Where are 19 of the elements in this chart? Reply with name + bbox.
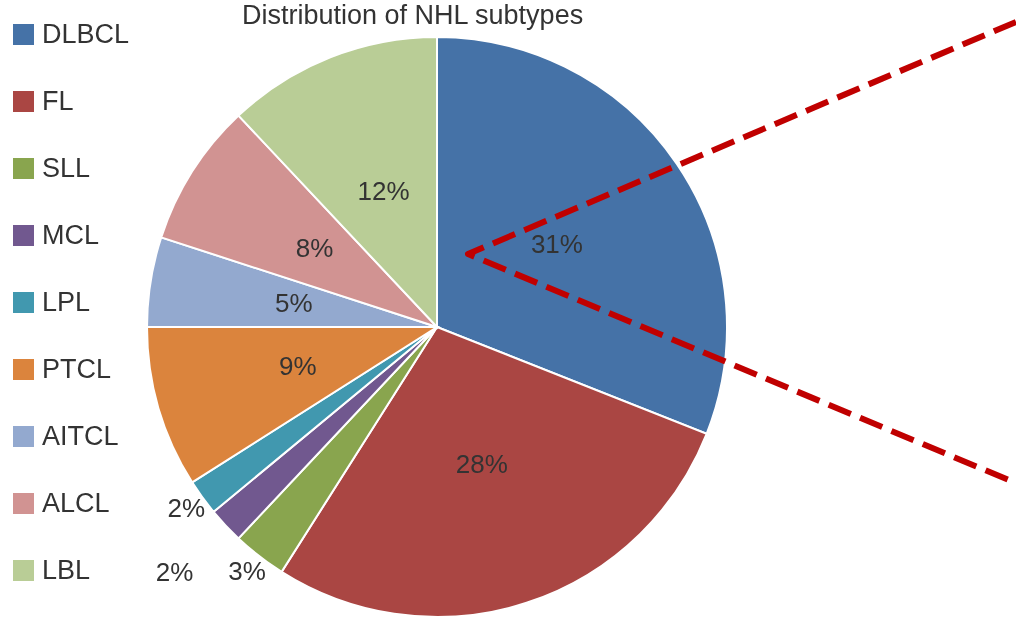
data-label: 2%	[167, 493, 205, 524]
legend-label: LPL	[42, 286, 91, 317]
legend-label: LBL	[42, 554, 91, 585]
legend-label: ALCL	[42, 487, 110, 518]
data-label: 5%	[275, 288, 313, 319]
data-label: 28%	[455, 448, 508, 479]
data-label: 12%	[357, 176, 410, 207]
legend-label: DLBCL	[42, 18, 130, 49]
legend-label: AITCL	[42, 420, 119, 451]
data-label: 3%	[228, 555, 266, 586]
legend-label: MCL	[42, 219, 100, 250]
data-label: 2%	[155, 557, 194, 588]
data-label: 9%	[278, 351, 317, 382]
legend-label: SLL	[42, 152, 91, 183]
chart-title: Distribution of NHL subtypes	[242, 0, 584, 31]
legend-label: FL	[42, 85, 74, 116]
data-label: 8%	[295, 233, 334, 264]
data-label: 31%	[530, 229, 583, 260]
legend-label: PTCL	[42, 353, 112, 384]
